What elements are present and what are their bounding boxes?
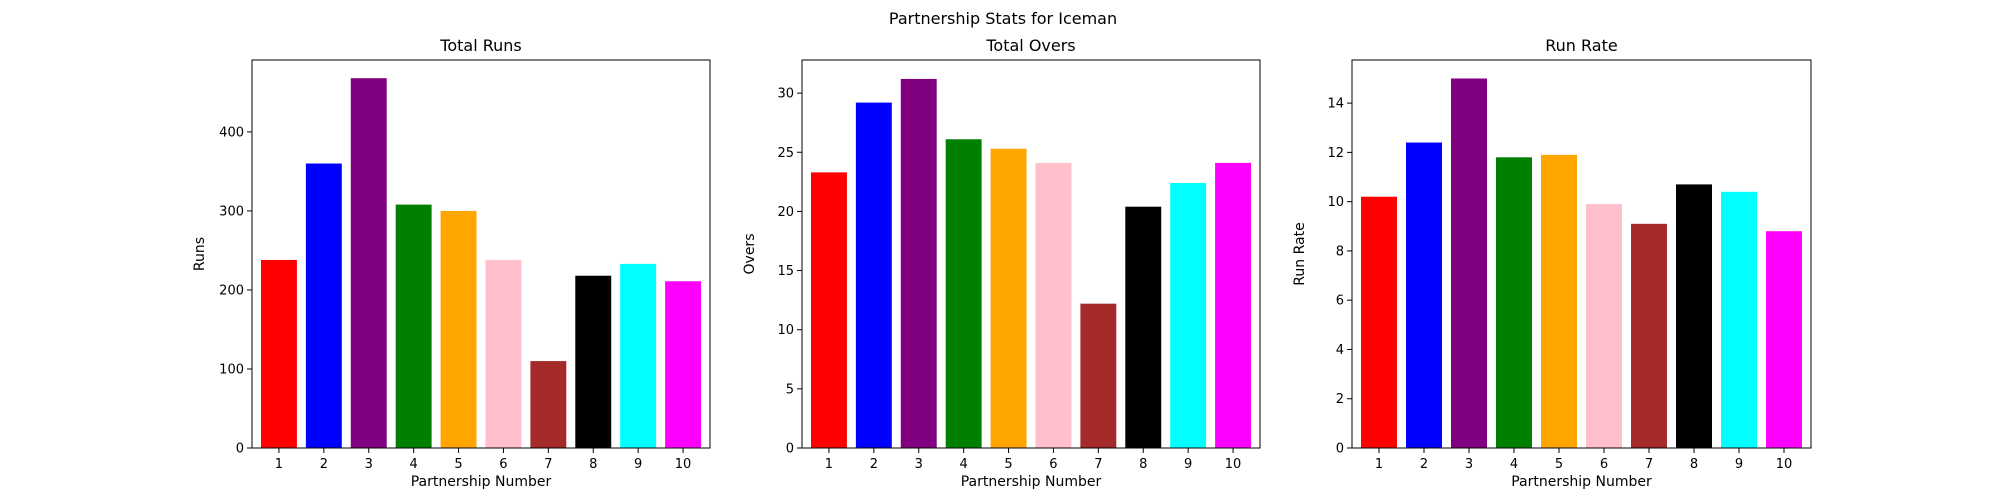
x-tick-label: 6 [1049,457,1057,472]
y-tick-label: 14 [1327,97,1344,112]
x-axis-label: Partnership Number [1511,474,1652,490]
y-tick-label: 6 [1336,294,1344,309]
x-tick-label: 8 [589,457,597,472]
x-tick-label: 9 [1735,457,1743,472]
x-tick-label: 5 [1004,457,1012,472]
y-tick-label: 25 [777,146,794,161]
y-tick-label: 2 [1336,392,1344,407]
bar-2 [855,102,892,448]
bar-4 [945,139,982,448]
x-tick-label: 3 [1465,457,1473,472]
x-tick-label: 1 [1375,457,1383,472]
subplot-title: Total Overs [985,36,1075,55]
y-tick-label: 0 [236,442,244,457]
x-tick-label: 2 [1420,457,1428,472]
bar-4 [1496,157,1532,448]
y-tick-label: 10 [777,323,794,338]
x-axis-label: Partnership Number [411,474,552,490]
bar-9 [1721,191,1757,449]
x-tick-label: 7 [1094,457,1102,472]
y-tick-label: 4 [1336,343,1344,358]
bar-7 [1080,303,1117,448]
bar-6 [1035,162,1072,448]
x-tick-label: 5 [1555,457,1563,472]
x-tick-label: 10 [675,457,692,472]
x-tick-label: 5 [454,457,462,472]
x-tick-label: 8 [1690,457,1698,472]
y-tick-label: 100 [219,362,244,377]
bar-1 [1361,196,1397,448]
y-tick-label: 15 [777,264,794,279]
bar-6 [485,259,522,448]
bar-5 [1541,154,1577,448]
x-tick-label: 6 [499,457,507,472]
y-axis-label: Run Rate [1292,222,1308,285]
bar-7 [530,361,567,448]
x-tick-label: 4 [960,457,968,472]
subplot-title: Total Runs [439,36,521,55]
x-tick-label: 9 [634,457,642,472]
bar-4 [395,204,432,448]
subplot-2: 1 2 3 4 5 6 7 8 9 10 0 5 10 15 20 25 30 Total Overs Partne… [742,36,1261,490]
x-axis-label: Partnership Number [961,474,1102,490]
y-tick-label: 0 [786,442,794,457]
y-tick-label: 8 [1336,244,1344,259]
bar-7 [1631,223,1667,448]
bar-3 [1451,78,1487,448]
x-tick-label: 8 [1139,457,1147,472]
axes-frame [251,59,711,449]
bar-3 [900,78,937,449]
x-tick-label: 7 [1645,457,1653,472]
bar-6 [1586,204,1622,448]
x-tick-label: 10 [1225,457,1242,472]
bar-10 [1215,162,1252,448]
x-tick-label: 3 [365,457,373,472]
bar-1 [260,259,297,448]
bar-9 [620,263,657,448]
bar-8 [1125,206,1162,448]
bar-9 [1170,183,1207,448]
bar-3 [350,78,387,449]
bar-5 [440,210,477,448]
x-tick-label: 6 [1600,457,1608,472]
axes-frame [801,59,1261,449]
bar-2 [305,163,342,448]
bar-8 [1676,184,1712,448]
figure-suptitle: Partnership Stats for Iceman [889,9,1117,28]
y-axis-label: Overs [742,234,758,275]
bar-8 [575,275,612,448]
y-tick-label: 200 [219,283,244,298]
y-tick-label: 400 [219,125,244,140]
bar-10 [665,281,702,448]
y-axis-label: Runs [192,237,208,271]
bar-1 [810,172,847,448]
x-tick-label: 2 [320,457,328,472]
y-tick-label: 10 [1327,195,1344,210]
bar-2 [1406,142,1442,448]
x-tick-label: 3 [915,457,923,472]
x-tick-label: 1 [825,457,833,472]
x-tick-label: 4 [1510,457,1518,472]
y-tick-label: 12 [1327,146,1344,161]
y-tick-label: 5 [786,382,794,397]
axes-frame [1351,59,1812,449]
x-tick-label: 1 [275,457,283,472]
y-tick-label: 300 [219,204,244,219]
x-tick-label: 9 [1184,457,1192,472]
y-tick-label: 0 [1336,442,1344,457]
x-tick-label: 10 [1776,457,1793,472]
x-tick-label: 7 [544,457,552,472]
bar-10 [1766,231,1802,448]
x-tick-label: 2 [870,457,878,472]
bar-5 [990,148,1027,448]
y-tick-label: 30 [777,87,794,102]
y-tick-label: 20 [777,205,794,220]
x-tick-label: 4 [410,457,418,472]
subplot-title: Run Rate [1545,36,1617,55]
